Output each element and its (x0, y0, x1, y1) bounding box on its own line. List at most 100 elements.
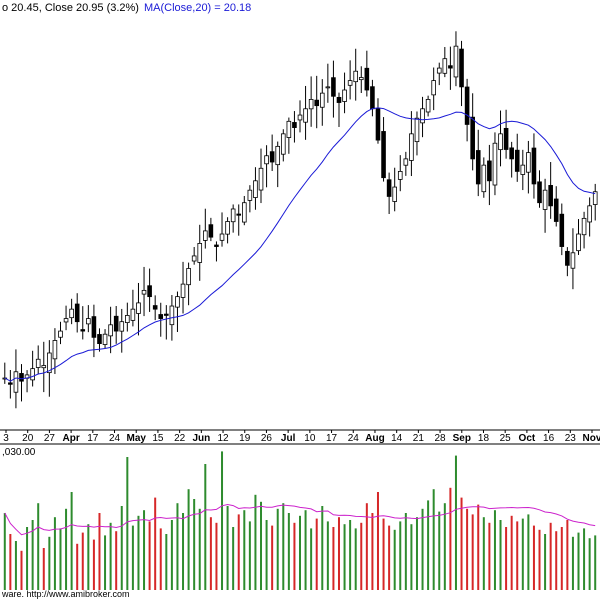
x-tick-label: 21 (413, 433, 425, 444)
volume-bar (137, 515, 140, 590)
volume-bar (9, 534, 12, 590)
volume-bar (432, 489, 435, 590)
volume-bar (532, 525, 535, 590)
candle-body (269, 151, 275, 163)
volume-bar (276, 508, 279, 590)
x-tick-label: 3 (3, 433, 9, 444)
x-tick-label: 24 (109, 433, 121, 444)
volume-bar (148, 521, 151, 590)
volume-bar (571, 536, 574, 590)
x-tick-label: 25 (500, 433, 512, 444)
candle-body (542, 189, 548, 210)
candle-body (397, 171, 403, 180)
volume-bar (81, 532, 84, 590)
candle-body (414, 117, 420, 143)
x-tick-label: 12 (217, 433, 229, 444)
candle-body (325, 86, 331, 89)
volume-bar (332, 527, 335, 590)
volume-bar (104, 535, 107, 590)
volume-bar (109, 522, 112, 590)
volume-bar (516, 521, 519, 590)
volume-bar (271, 525, 274, 590)
volume-bar (221, 451, 224, 590)
volume-bar (226, 506, 229, 590)
header-ohlc-text: o 20.45, Close 20.95 (3.2%) (2, 2, 139, 14)
volume-bar (53, 517, 56, 590)
volume-bar (577, 532, 580, 590)
candle-body (364, 67, 370, 91)
candle-body (97, 334, 102, 345)
volume-bar (399, 521, 402, 590)
x-tick-label: Jun (192, 433, 210, 444)
volume-bar (254, 494, 257, 590)
candle-body (358, 77, 364, 81)
candle-body (19, 373, 24, 382)
candle-body (303, 108, 308, 123)
candle-body (141, 289, 147, 295)
x-tick-label: 20 (22, 433, 34, 444)
candle-body (319, 92, 325, 108)
candle-body (442, 58, 448, 74)
volume-bar (454, 455, 457, 590)
candle-body (58, 330, 63, 338)
volume-bar (3, 513, 6, 590)
candle-body (197, 243, 203, 263)
volume-bar (120, 506, 123, 590)
candle-body (453, 45, 459, 78)
candle-body (587, 205, 592, 223)
candle-body (47, 352, 52, 374)
candle-body (63, 318, 69, 323)
candle-body (526, 152, 531, 173)
volume-bar (477, 504, 480, 590)
x-tick-label: 28 (435, 433, 447, 444)
volume-bar (510, 515, 513, 590)
candle-body (241, 202, 247, 223)
candle-body (537, 181, 542, 204)
candle-body (280, 133, 286, 155)
volume-bar (560, 527, 563, 590)
x-tick-label: Sep (453, 433, 471, 444)
candle-body (158, 314, 164, 319)
x-tick-label: 22 (174, 433, 186, 444)
volume-pane (3, 451, 597, 590)
volume-bar (176, 503, 179, 590)
candle-body (331, 77, 336, 97)
x-tick-label: Nov (583, 433, 600, 444)
volume-bar (388, 525, 391, 590)
footer-text: ware. http://www.amibroker.com (1, 589, 130, 599)
candle-body (186, 268, 191, 286)
candle-body (487, 160, 492, 182)
candle-body (592, 191, 598, 205)
x-tick-label: 16 (543, 433, 555, 444)
volume-bar (555, 531, 558, 590)
candle-body (108, 324, 113, 337)
candle-body (459, 48, 464, 88)
candle-body (520, 164, 526, 175)
candle-body (308, 99, 314, 110)
volume-bar (521, 518, 524, 590)
volume-bar (566, 520, 569, 590)
x-tick-label: 27 (44, 433, 56, 444)
volume-bar (505, 527, 508, 590)
x-tick-label: 19 (239, 433, 251, 444)
x-tick-label: 14 (391, 433, 403, 444)
volume-bar (282, 503, 285, 590)
volume-bar (438, 511, 441, 590)
volume-bar (76, 543, 79, 590)
candle-body (191, 255, 197, 262)
candle-body (175, 296, 180, 308)
volume-bar (321, 506, 324, 590)
candle-body (180, 283, 186, 298)
x-tick-label: Jul (281, 433, 296, 444)
volume-bar (482, 517, 485, 590)
volume-bar (538, 529, 541, 590)
volume-bar (92, 539, 95, 590)
volume-bar (354, 528, 357, 590)
candle-body (203, 230, 208, 241)
candle-body (286, 120, 292, 138)
candle-body (113, 315, 119, 332)
candle-body (559, 213, 565, 247)
candle-body (35, 358, 41, 368)
volume-bar (31, 520, 34, 590)
